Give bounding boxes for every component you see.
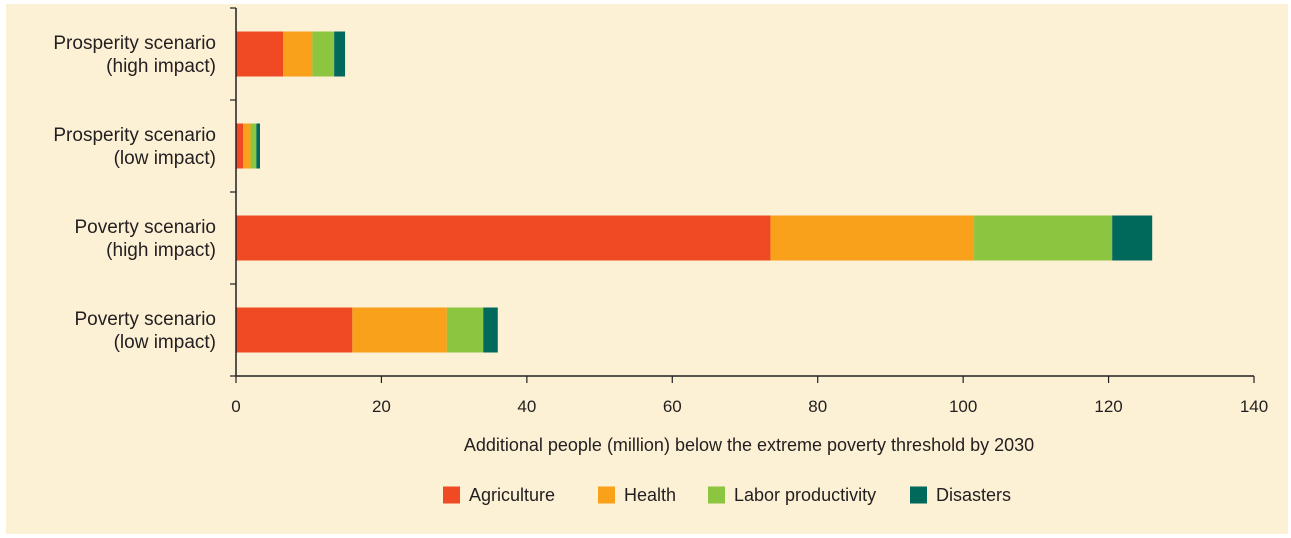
bar-segment-health-0	[283, 31, 313, 77]
legend-label-agriculture: Agriculture	[469, 485, 555, 505]
bar-segment-disasters-0	[334, 31, 346, 77]
x-tick-label-2: 40	[517, 397, 536, 416]
x-tick-label-3: 60	[663, 397, 682, 416]
bar-segment-disasters-3	[483, 307, 498, 353]
bar-segment-labor-productivity-2	[974, 215, 1113, 261]
x-axis-title: Additional people (million) below the ex…	[464, 435, 1034, 455]
bar-segment-disasters-2	[1112, 215, 1153, 261]
legend-swatch-health	[598, 486, 615, 504]
bar-segment-labor-productivity-0	[312, 31, 335, 77]
legend-swatch-disasters	[910, 486, 927, 504]
legend-swatch-labor-productivity	[708, 486, 725, 504]
category-label-2: Poverty scenario (high impact)	[74, 217, 216, 261]
category-label-0: Prosperity scenario (high impact)	[53, 33, 216, 77]
x-tick-label-4: 80	[808, 397, 827, 416]
category-label-1: Prosperity scenario (low impact)	[53, 125, 216, 169]
stacked-bar-chart: Prosperity scenario (high impact) Prosperi…	[6, 4, 1288, 534]
bar-segment-disasters-1	[256, 123, 260, 169]
x-tick-label-0: 0	[231, 397, 240, 416]
chart-background	[6, 4, 1288, 534]
category-label-3: Poverty scenario (low impact)	[74, 309, 216, 353]
bar-segment-agriculture-3	[236, 307, 353, 353]
legend-swatch-agriculture	[443, 486, 460, 504]
bar-segment-agriculture-0	[236, 31, 284, 77]
legend-label-labor-productivity: Labor productivity	[734, 485, 876, 505]
legend-label-disasters: Disasters	[936, 485, 1011, 505]
chart-panel: Prosperity scenario (high impact) Prosperi…	[6, 4, 1288, 534]
bar-segment-labor-productivity-3	[446, 307, 484, 353]
bar-segment-health-3	[352, 307, 447, 353]
legend-label-health: Health	[624, 485, 676, 505]
x-tick-label-1: 20	[372, 397, 391, 416]
x-tick-label-5: 100	[949, 397, 977, 416]
bar-segment-agriculture-1	[236, 123, 244, 169]
bar-segment-health-1	[243, 123, 251, 169]
x-tick-label-6: 120	[1094, 397, 1122, 416]
bar-segment-health-2	[770, 215, 975, 261]
x-tick-label-7: 140	[1240, 397, 1268, 416]
bar-segment-labor-productivity-1	[250, 123, 257, 169]
bar-segment-agriculture-2	[236, 215, 771, 261]
